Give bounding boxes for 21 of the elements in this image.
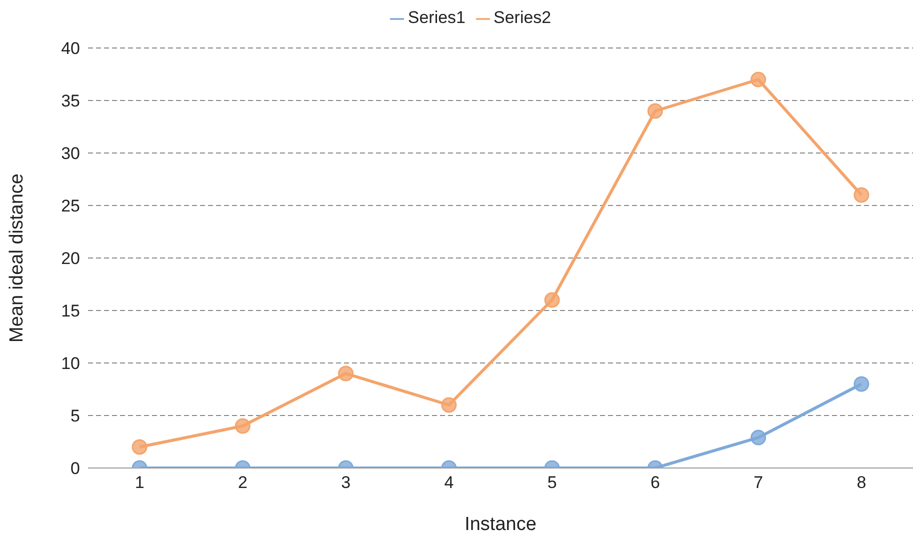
x-tick-label: 4 [444, 473, 454, 492]
x-tick-label: 1 [134, 473, 144, 492]
x-tick-label: 2 [238, 473, 248, 492]
y-tick-label: 10 [61, 354, 80, 374]
y-tick-label: 40 [61, 39, 80, 58]
legend-label: Series2 [494, 8, 552, 27]
y-axis-title: Mean ideal distance [6, 174, 28, 342]
y-tick-label: 30 [61, 144, 80, 164]
legend-label: Series1 [408, 8, 466, 27]
y-tick-label: 5 [70, 406, 80, 426]
y-tick-label: 0 [70, 459, 80, 478]
y-tick-label: 35 [61, 92, 80, 111]
y-tick-label: 25 [61, 196, 80, 216]
x-tick-label: 6 [650, 473, 660, 492]
x-tick-label: 8 [856, 473, 866, 492]
y-tick-label: 20 [61, 249, 80, 268]
y-tick-label: 15 [61, 302, 80, 321]
x-tick-label: 7 [754, 473, 764, 492]
x-tick-label: 3 [341, 473, 351, 492]
x-tick-label: 5 [547, 473, 557, 492]
x-axis-title: Instance [464, 514, 536, 535]
